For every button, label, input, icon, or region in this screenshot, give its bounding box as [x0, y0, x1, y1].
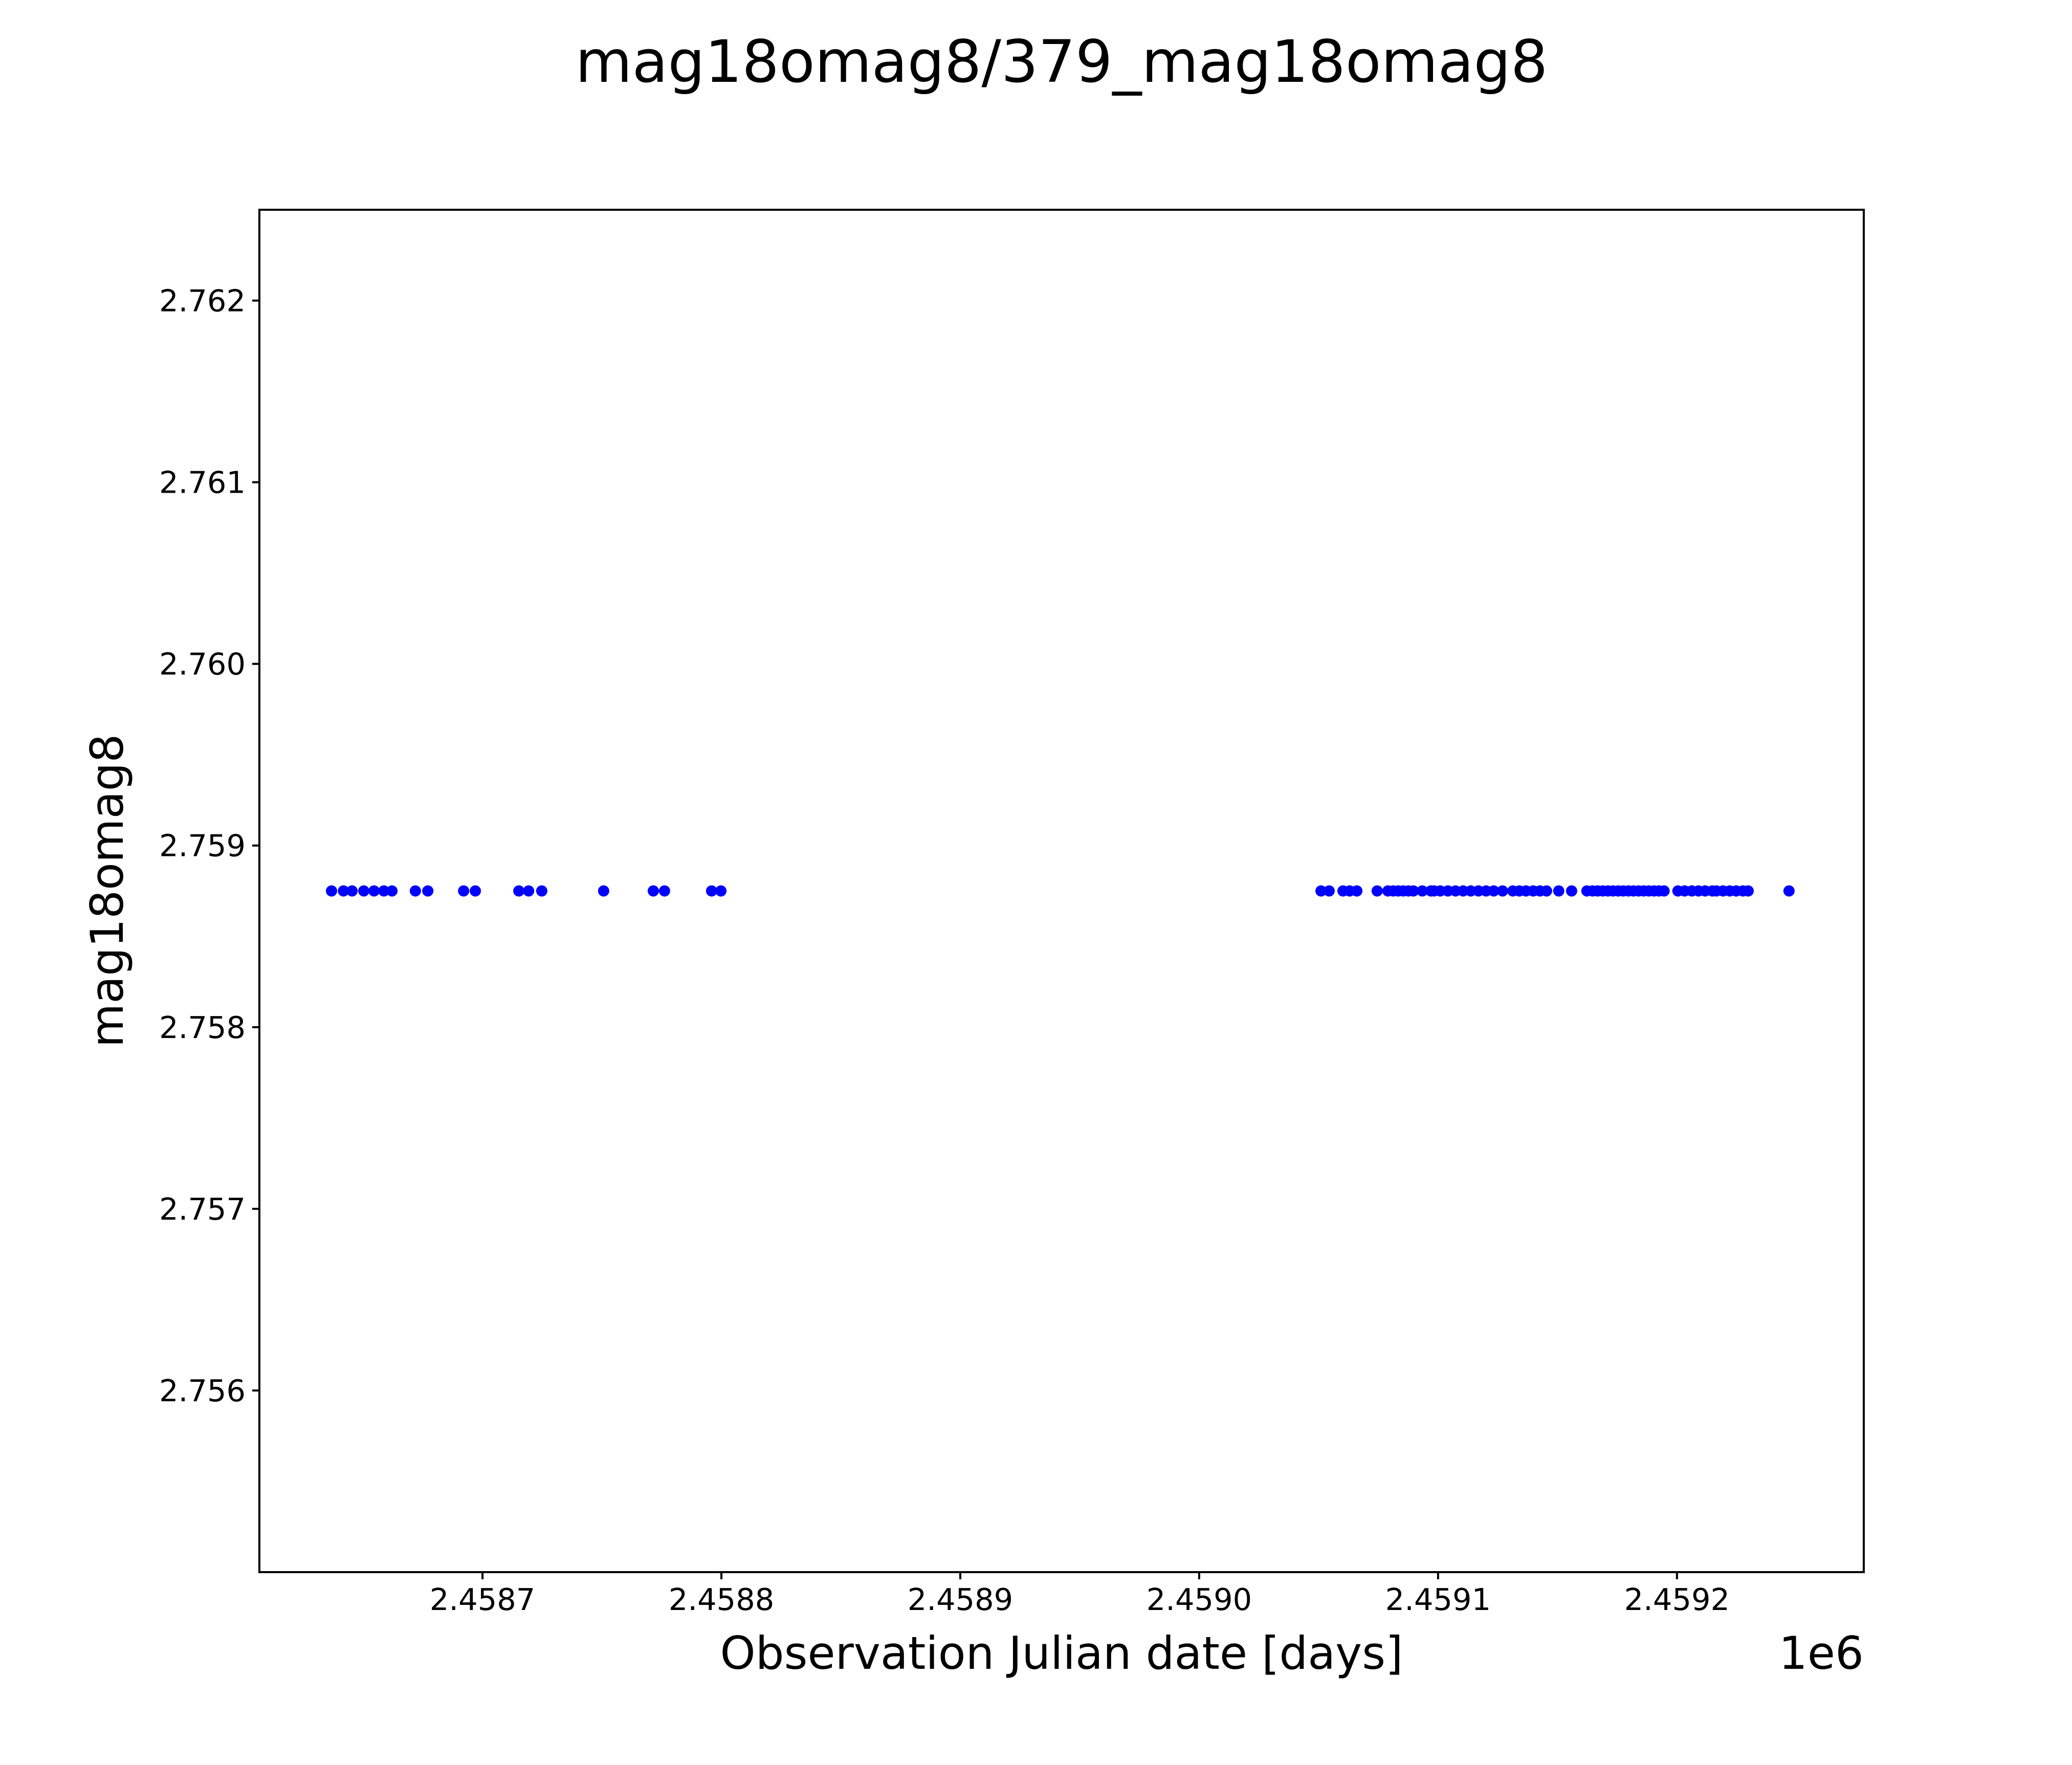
data-point	[1407, 885, 1419, 897]
data-point	[1315, 885, 1327, 897]
data-point	[658, 885, 670, 897]
y-tick-label: 2.756	[159, 1373, 246, 1408]
data-point	[1371, 885, 1383, 897]
data-point	[706, 885, 717, 897]
data-point	[358, 885, 370, 897]
data-point	[346, 885, 358, 897]
data-point	[1351, 885, 1363, 897]
y-axis-label: mag18omag8	[81, 734, 134, 1048]
x-tick-label: 2.4588	[669, 1582, 774, 1617]
x-tick-label: 2.4592	[1624, 1582, 1730, 1617]
data-point	[647, 885, 659, 897]
data-point	[422, 885, 434, 897]
data-point	[458, 885, 470, 897]
data-point	[1566, 885, 1577, 897]
data-point	[326, 885, 338, 897]
data-point	[386, 885, 398, 897]
data-point	[409, 885, 421, 897]
x-axis-offset-label: 1e6	[1779, 1627, 1864, 1680]
x-tick-label: 2.4589	[908, 1582, 1013, 1617]
data-point	[338, 885, 349, 897]
data-point	[1742, 885, 1754, 897]
x-axis-ticks: 2.4587 2.4588 2.4589 2.4590 2.4591 2.4592	[430, 1572, 1730, 1617]
data-point	[1488, 885, 1500, 897]
data-point	[1323, 885, 1335, 897]
x-tick-label: 2.4587	[430, 1582, 535, 1617]
data-point	[1417, 885, 1428, 897]
data-point	[523, 885, 535, 897]
x-tick-label: 2.4591	[1385, 1582, 1491, 1617]
y-tick-label: 2.762	[159, 283, 246, 319]
data-point	[513, 885, 525, 897]
data-point	[1540, 885, 1552, 897]
data-point	[368, 885, 380, 897]
data-point	[470, 885, 481, 897]
data-point	[1658, 885, 1670, 897]
y-tick-label: 2.757	[159, 1192, 246, 1227]
y-axis-ticks: 2.756 2.757 2.758 2.759 2.760 2.761 2.762	[159, 283, 259, 1408]
y-tick-label: 2.761	[159, 465, 246, 500]
plot-area-border	[258, 209, 1865, 1573]
data-points	[326, 885, 1795, 897]
y-tick-label: 2.759	[159, 828, 246, 864]
y-tick-label: 2.758	[159, 1010, 246, 1045]
data-point	[1553, 885, 1564, 897]
data-point	[715, 885, 727, 897]
data-point	[598, 885, 609, 897]
x-tick-label: 2.4590	[1147, 1582, 1252, 1617]
x-axis-label: Observation Julian date [days]	[720, 1627, 1403, 1680]
chart-title: mag18omag8/379_mag18omag8	[576, 28, 1548, 96]
data-point	[1496, 885, 1508, 897]
data-point	[1783, 885, 1795, 897]
data-point	[536, 885, 547, 897]
y-tick-label: 2.760	[159, 647, 246, 682]
data-point	[378, 885, 390, 897]
